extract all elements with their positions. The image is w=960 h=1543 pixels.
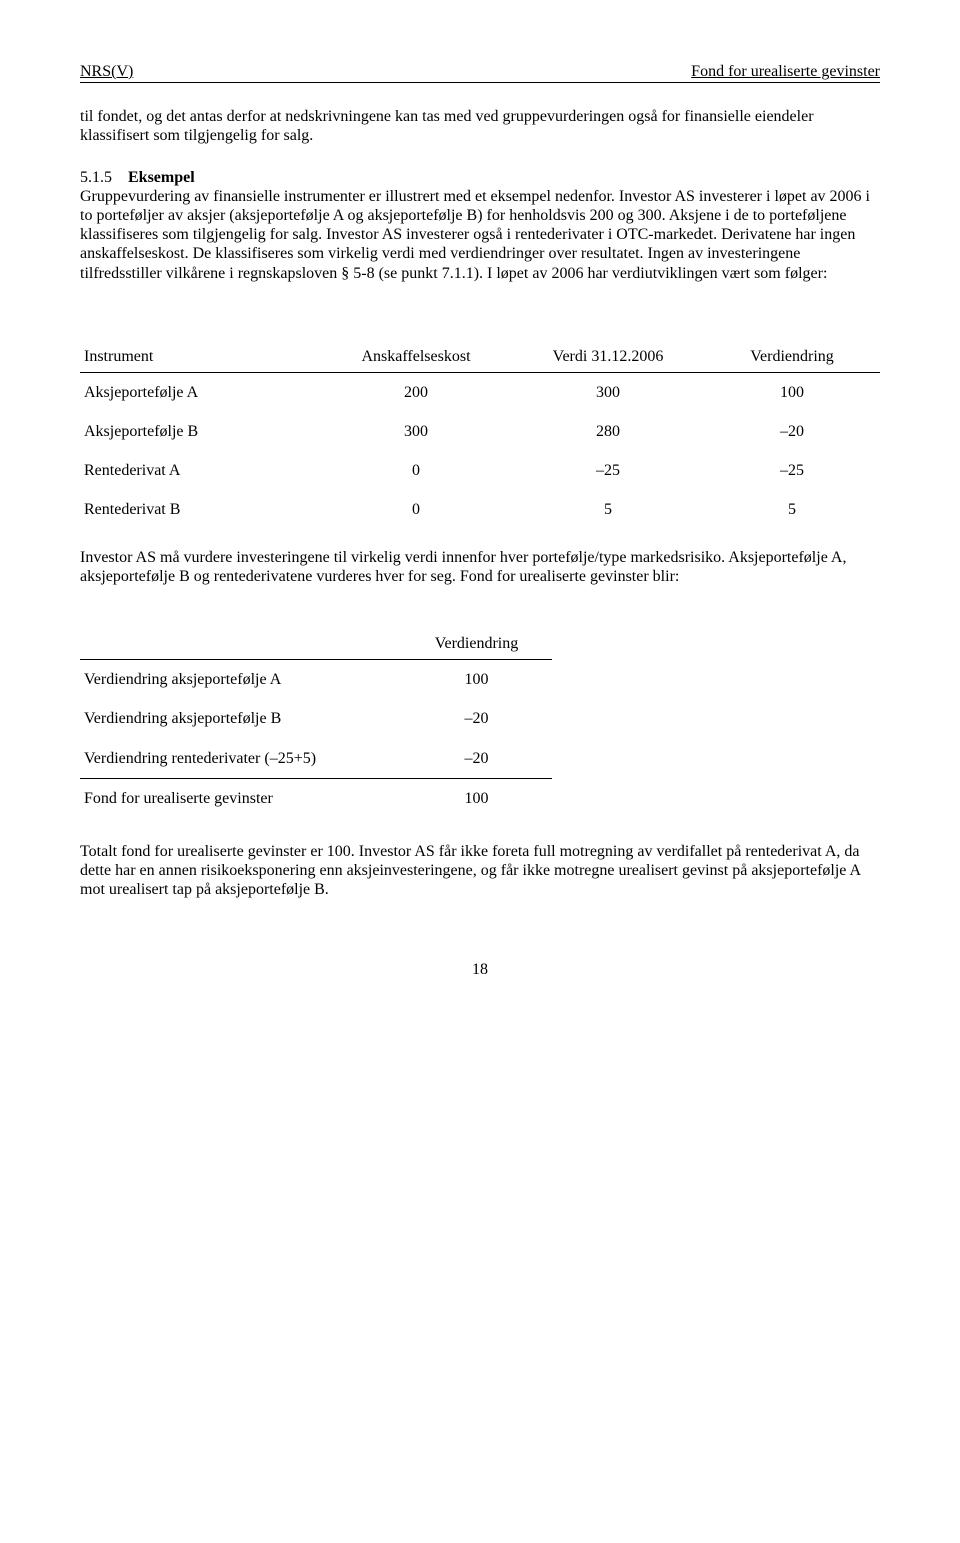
table-verdiendring: Verdiendring Verdiendring aksjeportefølj… [80, 630, 552, 818]
cell: 300 [512, 372, 704, 412]
col-instrument: Instrument [80, 343, 320, 373]
cell: Verdiendring rentederivater (–25+5) [80, 739, 401, 779]
cell: –25 [704, 451, 880, 490]
table-row: Rentederivat A 0 –25 –25 [80, 451, 880, 490]
paragraph-intro: til fondet, og det antas derfor at nedsk… [80, 107, 880, 145]
cell: 5 [512, 490, 704, 529]
header-left: NRS(V) [80, 62, 133, 81]
col-blank [80, 630, 401, 660]
page-header: NRS(V) Fond for urealiserte gevinster [80, 62, 880, 83]
cell: 100 [401, 660, 552, 700]
table-total-row: Fond for urealiserte gevinster 100 [80, 778, 552, 818]
cell: 300 [320, 412, 512, 451]
cell: 100 [401, 778, 552, 818]
table-header-row: Instrument Anskaffelseskost Verdi 31.12.… [80, 343, 880, 373]
cell: Fond for urealiserte gevinster [80, 778, 401, 818]
col-verdiendring: Verdiendring [704, 343, 880, 373]
table-row: Aksjeportefølje B 300 280 –20 [80, 412, 880, 451]
cell: 5 [704, 490, 880, 529]
table-row: Rentederivat B 0 5 5 [80, 490, 880, 529]
section-heading: 5.1.5 Eksempel [80, 168, 880, 187]
cell: Rentederivat B [80, 490, 320, 529]
table-row: Aksjeportefølje A 200 300 100 [80, 372, 880, 412]
paragraph-conclusion: Totalt fond for urealiserte gevinster er… [80, 842, 880, 900]
cell: –25 [512, 451, 704, 490]
table-row: Verdiendring rentederivater (–25+5) –20 [80, 739, 552, 779]
table-instruments: Instrument Anskaffelseskost Verdi 31.12.… [80, 343, 880, 530]
cell: Aksjeportefølje B [80, 412, 320, 451]
cell: Verdiendring aksjeportefølje B [80, 699, 401, 738]
cell: –20 [401, 699, 552, 738]
col-anskaffelseskost: Anskaffelseskost [320, 343, 512, 373]
cell: 280 [512, 412, 704, 451]
cell: –20 [401, 739, 552, 779]
col-verdi: Verdi 31.12.2006 [512, 343, 704, 373]
table-header-row: Verdiendring [80, 630, 552, 660]
paragraph-example: Gruppevurdering av finansielle instrumen… [80, 187, 880, 283]
cell: 100 [704, 372, 880, 412]
cell: 0 [320, 490, 512, 529]
section-title: Eksempel [128, 169, 195, 186]
cell: 0 [320, 451, 512, 490]
cell: –20 [704, 412, 880, 451]
page-number: 18 [80, 960, 880, 979]
table-row: Verdiendring aksjeportefølje A 100 [80, 660, 552, 700]
header-right: Fond for urealiserte gevinster [691, 62, 880, 81]
table-row: Verdiendring aksjeportefølje B –20 [80, 699, 552, 738]
cell: Rentederivat A [80, 451, 320, 490]
cell: Aksjeportefølje A [80, 372, 320, 412]
section-number: 5.1.5 [80, 169, 112, 186]
cell: 200 [320, 372, 512, 412]
paragraph-evaluation: Investor AS må vurdere investeringene ti… [80, 548, 880, 586]
col-verdiendring: Verdiendring [401, 630, 552, 660]
cell: Verdiendring aksjeportefølje A [80, 660, 401, 700]
